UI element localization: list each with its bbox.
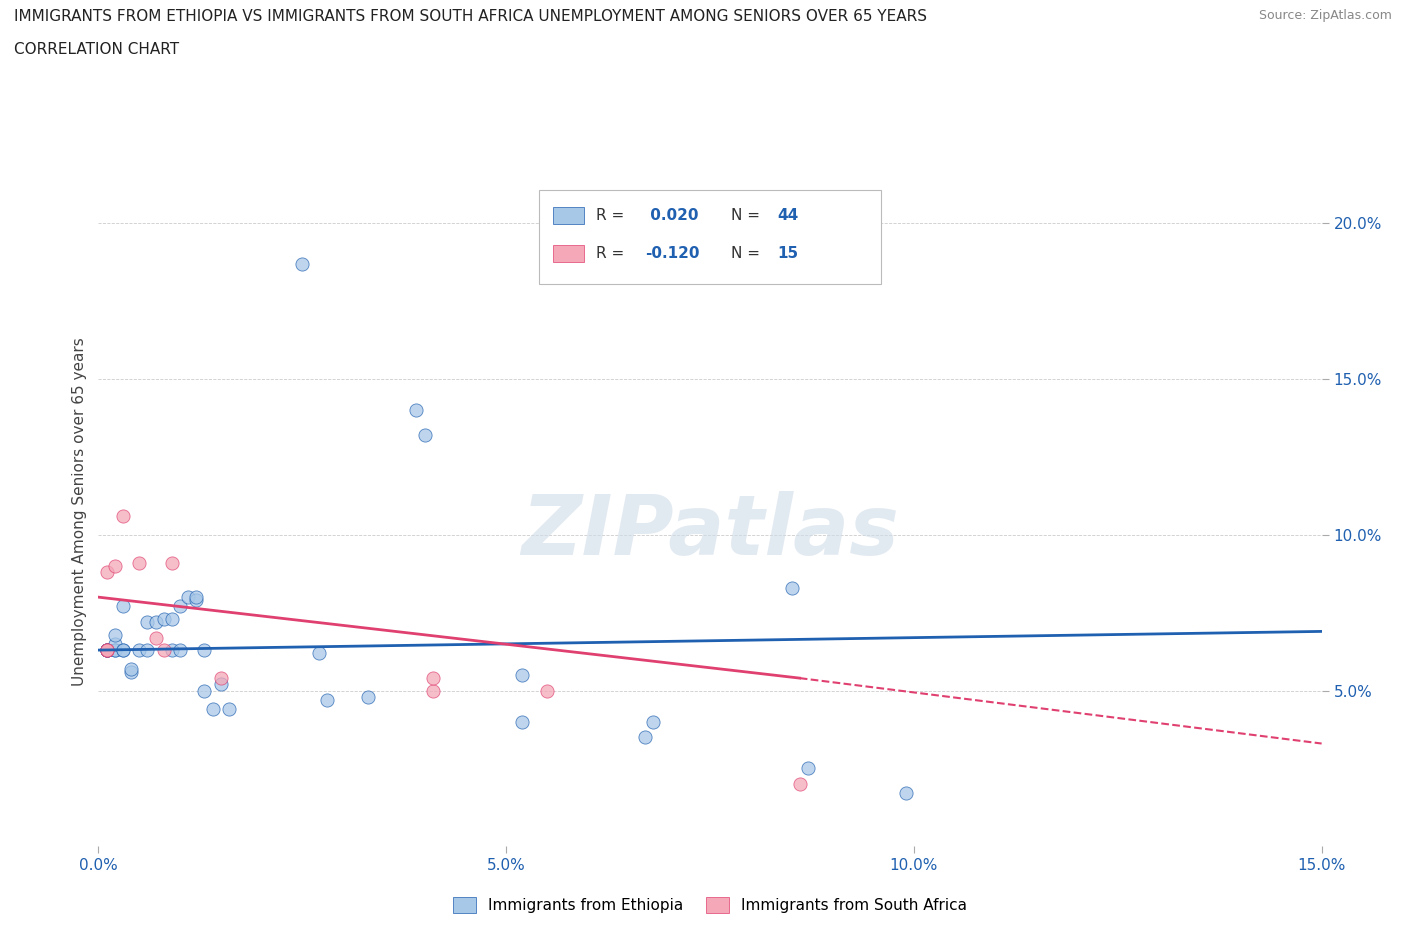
Point <box>160 555 183 570</box>
Point <box>422 684 444 698</box>
Point <box>136 615 159 630</box>
Point <box>780 580 803 595</box>
Point <box>136 643 159 658</box>
Point <box>291 257 314 272</box>
Point <box>512 668 534 683</box>
Point <box>308 645 330 660</box>
Point <box>422 671 444 685</box>
Point <box>96 643 118 658</box>
Y-axis label: Unemployment Among Seniors over 65 years: Unemployment Among Seniors over 65 years <box>72 338 87 686</box>
Point <box>201 702 224 717</box>
Point <box>186 590 208 604</box>
Text: CORRELATION CHART: CORRELATION CHART <box>14 42 179 57</box>
Point <box>104 559 127 574</box>
Text: -0.120: -0.120 <box>645 246 700 261</box>
Point <box>356 689 378 704</box>
Point <box>128 643 150 658</box>
Text: N =: N = <box>731 208 765 223</box>
Text: R =: R = <box>596 208 630 223</box>
FancyBboxPatch shape <box>554 207 583 224</box>
Text: IMMIGRANTS FROM ETHIOPIA VS IMMIGRANTS FROM SOUTH AFRICA UNEMPLOYMENT AMONG SENI: IMMIGRANTS FROM ETHIOPIA VS IMMIGRANTS F… <box>14 9 927 24</box>
Point <box>96 643 118 658</box>
Text: 0.020: 0.020 <box>645 208 699 223</box>
Point <box>894 786 917 801</box>
Point <box>209 671 232 685</box>
Point <box>160 612 183 627</box>
Point <box>120 661 142 676</box>
Point <box>96 643 118 658</box>
Point <box>104 627 127 642</box>
Text: R =: R = <box>596 246 630 261</box>
Point <box>96 643 118 658</box>
Point <box>177 590 200 604</box>
Point <box>152 643 174 658</box>
Point <box>145 615 167 630</box>
Text: N =: N = <box>731 246 765 261</box>
Point <box>104 643 127 658</box>
Point <box>169 643 191 658</box>
FancyBboxPatch shape <box>538 190 882 284</box>
Point <box>405 403 427 418</box>
Point <box>111 643 134 658</box>
Point <box>512 714 534 729</box>
Point <box>789 777 811 791</box>
Point <box>152 612 174 627</box>
Point <box>96 643 118 658</box>
Text: 44: 44 <box>778 208 799 223</box>
Point <box>128 555 150 570</box>
Point <box>218 702 240 717</box>
Text: ZIPatlas: ZIPatlas <box>522 491 898 572</box>
Point <box>96 643 118 658</box>
Text: Source: ZipAtlas.com: Source: ZipAtlas.com <box>1258 9 1392 22</box>
Text: 15: 15 <box>778 246 799 261</box>
Point <box>104 636 127 651</box>
Point <box>315 693 337 708</box>
Point <box>120 664 142 679</box>
Point <box>193 684 215 698</box>
Point <box>186 592 208 607</box>
Point <box>145 631 167 645</box>
Point <box>96 565 118 579</box>
Point <box>111 509 134 524</box>
Point <box>104 643 127 658</box>
Point <box>641 714 664 729</box>
Point <box>413 428 436 443</box>
Point <box>797 761 820 776</box>
Point <box>209 677 232 692</box>
Point <box>169 599 191 614</box>
Point <box>193 643 215 658</box>
Legend: Immigrants from Ethiopia, Immigrants from South Africa: Immigrants from Ethiopia, Immigrants fro… <box>447 891 973 919</box>
FancyBboxPatch shape <box>554 246 583 262</box>
Point <box>96 643 118 658</box>
Point <box>96 643 118 658</box>
Point <box>111 599 134 614</box>
Point <box>536 684 558 698</box>
Point <box>160 643 183 658</box>
Point <box>634 730 657 745</box>
Point <box>111 643 134 658</box>
